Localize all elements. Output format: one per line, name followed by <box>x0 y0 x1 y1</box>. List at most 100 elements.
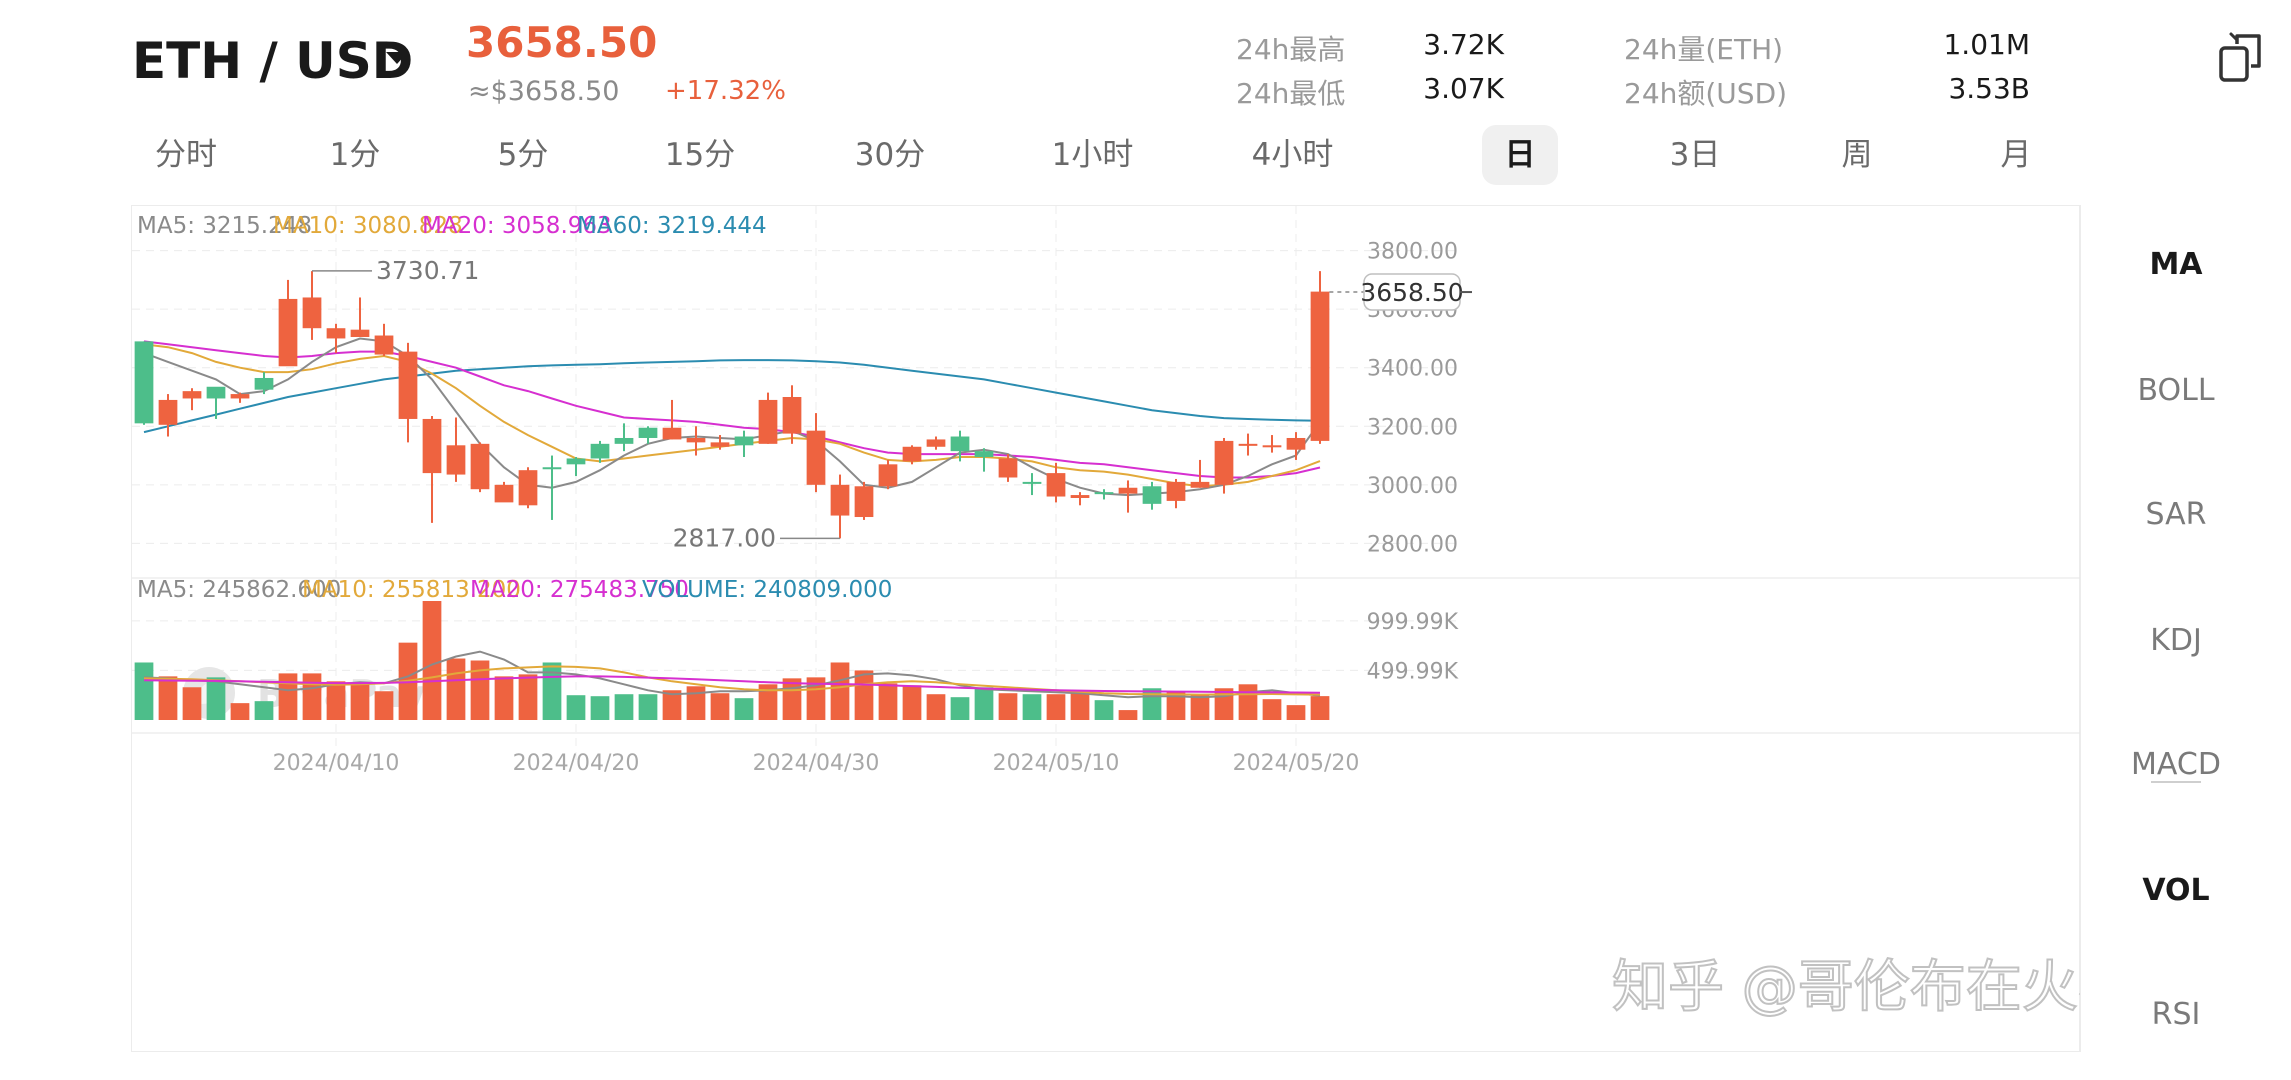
x-tick-label: 2024/05/20 <box>1233 751 1360 776</box>
volume-bar <box>302 673 322 720</box>
candle <box>638 426 658 444</box>
volume-bar <box>1310 696 1330 720</box>
candle-body <box>278 298 298 367</box>
tab-15m[interactable]: 15分 <box>664 137 736 173</box>
candle-body <box>854 486 874 518</box>
candle <box>758 392 778 444</box>
volume-legend-ma10: MA10: 255813.200 <box>302 577 521 603</box>
candle <box>1214 437 1234 494</box>
high-annotation: 3730.71 <box>376 256 479 285</box>
volume-bar <box>974 687 994 720</box>
tab-time-share[interactable]: 分时 <box>155 137 217 173</box>
indicator-rsi[interactable]: RSI <box>2151 997 2201 1032</box>
volume-bar <box>254 701 274 720</box>
candle-body <box>422 418 442 474</box>
candle-body <box>998 458 1018 478</box>
ma60-line <box>143 359 1321 434</box>
volume-bar <box>182 687 202 720</box>
candle-body <box>302 297 322 329</box>
candle <box>206 386 226 419</box>
volume-bar <box>782 678 802 720</box>
volume-bar <box>1238 684 1258 720</box>
volume-legend-ma20: MA20: 275483.750 <box>470 577 689 603</box>
legend-ma5: MA5: 3215.248 <box>137 213 312 239</box>
volume-bar <box>1166 692 1186 720</box>
candle <box>1142 481 1162 510</box>
stat-value-24h-low: 3.07K <box>1423 72 1504 105</box>
candle <box>902 445 922 465</box>
candle <box>134 341 154 425</box>
candle-body <box>686 437 706 443</box>
candle <box>302 271 322 340</box>
candle <box>1262 435 1282 453</box>
tab-1m[interactable]: 1分 <box>329 137 381 173</box>
tab-4h[interactable]: 4小时 <box>1251 137 1334 173</box>
vol-ma10-line <box>143 665 1321 696</box>
candle-body <box>206 386 226 399</box>
share-icon[interactable] <box>2215 30 2267 86</box>
tab-3d[interactable]: 3日 <box>1669 137 1721 173</box>
volume-legend-volume: VOLUME: 240809.000 <box>642 577 892 603</box>
kline-chart[interactable]: BiyaPay 3800.003600.003400.003200.003000… <box>132 206 2135 1053</box>
indicator-panel: MA BOLL SAR KDJ MACD VOL RSI <box>2080 205 2270 1052</box>
tab-1w[interactable]: 周 <box>1841 137 1873 173</box>
candle <box>662 399 682 440</box>
tab-1d[interactable]: 日 <box>1482 125 1558 185</box>
candle <box>1046 462 1066 503</box>
candle-body <box>830 484 850 516</box>
volume-bar <box>230 703 250 720</box>
volume-bar <box>158 676 178 720</box>
candle-body <box>134 341 154 424</box>
indicator-kdj[interactable]: KDJ <box>2150 623 2202 658</box>
candle <box>158 394 178 437</box>
volume-bar <box>566 695 586 720</box>
x-tick-label: 2024/04/10 <box>273 751 400 776</box>
header: ETH / USD 3658.50 ≈$3658.50 +17.32% 24h最… <box>0 0 2291 125</box>
chevron-down-icon[interactable] <box>386 52 408 64</box>
candle-body <box>974 451 994 458</box>
indicator-boll[interactable]: BOLL <box>2137 373 2215 408</box>
candle-body <box>662 427 682 440</box>
price-usd-equivalent: ≈$3658.50 <box>468 76 620 107</box>
candle <box>1238 433 1258 456</box>
indicator-macd[interactable]: MACD <box>2131 747 2221 782</box>
volume-bar <box>1070 693 1090 720</box>
candle <box>470 442 490 493</box>
candle <box>614 423 634 452</box>
tab-1h[interactable]: 1小时 <box>1051 137 1134 173</box>
volume-bar <box>374 691 394 720</box>
candle <box>998 454 1018 482</box>
candle <box>1070 492 1090 506</box>
candle <box>230 392 250 403</box>
candle-body <box>1166 481 1186 501</box>
trading-pair-selector[interactable]: ETH / USD <box>132 32 414 90</box>
candle-body <box>1046 473 1066 497</box>
indicator-sar[interactable]: SAR <box>2145 497 2207 532</box>
chart-area[interactable]: BiyaPay 3800.003600.003400.003200.003000… <box>131 205 2135 1053</box>
candle-body <box>902 446 922 462</box>
candle <box>1094 489 1114 500</box>
indicator-ma[interactable]: MA <box>2149 247 2203 282</box>
candle <box>1286 432 1306 460</box>
volume-bars[interactable] <box>134 601 1330 720</box>
credit-watermark: 知乎 @哥伦布在火星 <box>1611 954 2135 1021</box>
tab-5m[interactable]: 5分 <box>497 137 549 173</box>
candle-body <box>1022 481 1042 484</box>
candle <box>566 457 586 477</box>
volume-bar <box>710 693 730 720</box>
volume-bar <box>902 685 922 720</box>
candle-body <box>590 443 610 459</box>
y-tick-label: 3000.00 <box>1367 474 1458 499</box>
x-tick-label: 2024/04/20 <box>513 751 640 776</box>
tab-1mo[interactable]: 月 <box>2000 137 2032 173</box>
tab-30m[interactable]: 30分 <box>854 137 926 173</box>
candle <box>926 436 946 450</box>
candle-body <box>782 397 802 434</box>
candles[interactable] <box>134 271 1330 539</box>
candle-body <box>230 394 250 399</box>
candle-body <box>638 427 658 438</box>
indicator-vol[interactable]: VOL <box>2142 873 2210 908</box>
candle <box>854 481 874 520</box>
volume-bar <box>326 681 346 720</box>
